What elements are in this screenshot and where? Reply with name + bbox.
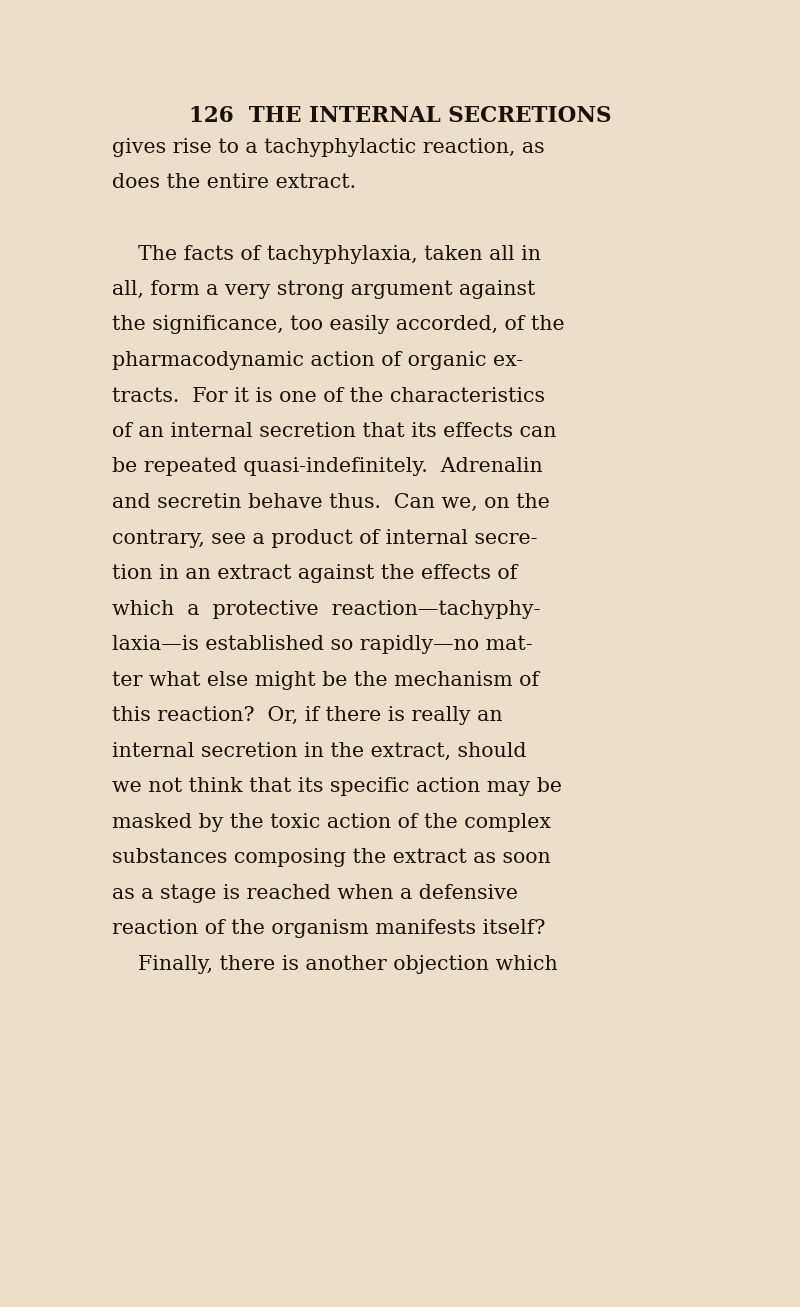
Text: masked by the toxic action of the complex: masked by the toxic action of the comple… (112, 813, 551, 831)
Text: as a stage is reached when a defensive: as a stage is reached when a defensive (112, 884, 518, 903)
Text: Finally, there is another objection which: Finally, there is another objection whic… (112, 954, 558, 974)
Text: internal secretion in the extract, should: internal secretion in the extract, shoul… (112, 741, 526, 761)
Text: The facts of tachyphylaxia, taken all in: The facts of tachyphylaxia, taken all in (112, 244, 541, 264)
Text: ter what else might be the mechanism of: ter what else might be the mechanism of (112, 670, 539, 690)
Text: contrary, see a product of internal secre-: contrary, see a product of internal secr… (112, 528, 538, 548)
Text: reaction of the organism manifests itself?: reaction of the organism manifests itsel… (112, 919, 546, 938)
Text: be repeated quasi-indefinitely.  Adrenalin: be repeated quasi-indefinitely. Adrenali… (112, 457, 542, 477)
Text: which  a  protective  reaction—tachyphy-: which a protective reaction—tachyphy- (112, 600, 541, 618)
Text: pharmacodynamic action of organic ex-: pharmacodynamic action of organic ex- (112, 352, 523, 370)
Text: all, form a very strong argument against: all, form a very strong argument against (112, 280, 535, 299)
Text: 126  THE INTERNAL SECRETIONS: 126 THE INTERNAL SECRETIONS (189, 105, 611, 127)
Text: laxia—is established so rapidly—no mat-: laxia—is established so rapidly—no mat- (112, 635, 533, 654)
Text: this reaction?  Or, if there is really an: this reaction? Or, if there is really an (112, 706, 502, 725)
Text: does the entire extract.: does the entire extract. (112, 174, 356, 192)
Text: and secretin behave thus.  Can we, on the: and secretin behave thus. Can we, on the (112, 493, 550, 512)
Text: substances composing the extract as soon: substances composing the extract as soon (112, 848, 550, 867)
Text: the significance, too easily accorded, of the: the significance, too easily accorded, o… (112, 315, 565, 335)
Text: we not think that its specific action may be: we not think that its specific action ma… (112, 776, 562, 796)
Text: tracts.  For it is one of the characteristics: tracts. For it is one of the characteris… (112, 387, 545, 405)
Text: tion in an extract against the effects of: tion in an extract against the effects o… (112, 565, 518, 583)
Text: gives rise to a tachyphylactic reaction, as: gives rise to a tachyphylactic reaction,… (112, 139, 545, 157)
Text: of an internal secretion that its effects can: of an internal secretion that its effect… (112, 422, 557, 440)
